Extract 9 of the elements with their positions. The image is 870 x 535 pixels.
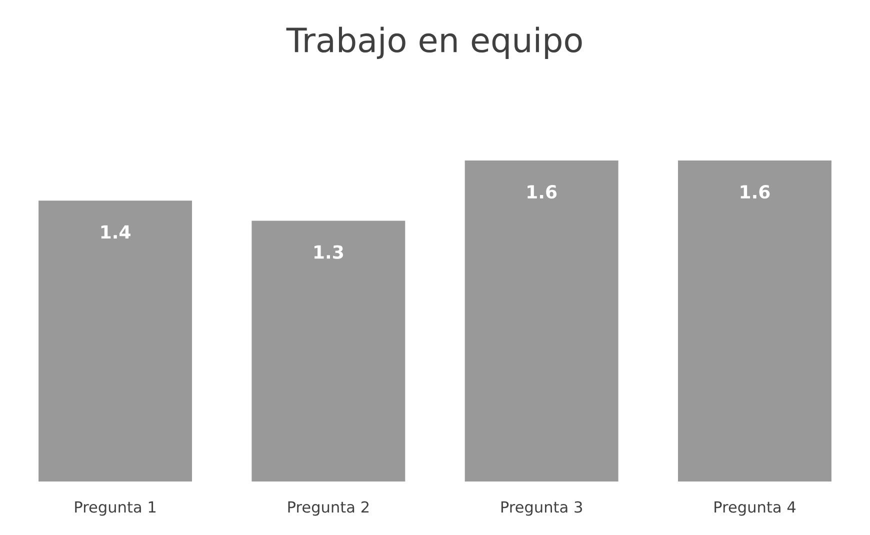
x-tick-label: Pregunta 4: [714, 501, 796, 516]
data-label: 1.6: [528, 185, 557, 199]
x-tick-label: Pregunta 2: [288, 501, 369, 516]
data-label: 1.4: [101, 225, 130, 239]
x-tick-label: Pregunta 3: [501, 501, 582, 516]
data-label: 1.6: [740, 185, 770, 199]
chart-title: Trabajo en equipo: [286, 26, 582, 60]
data-label: 1.3: [314, 245, 343, 259]
x-tick-label: Pregunta 1: [75, 501, 156, 516]
